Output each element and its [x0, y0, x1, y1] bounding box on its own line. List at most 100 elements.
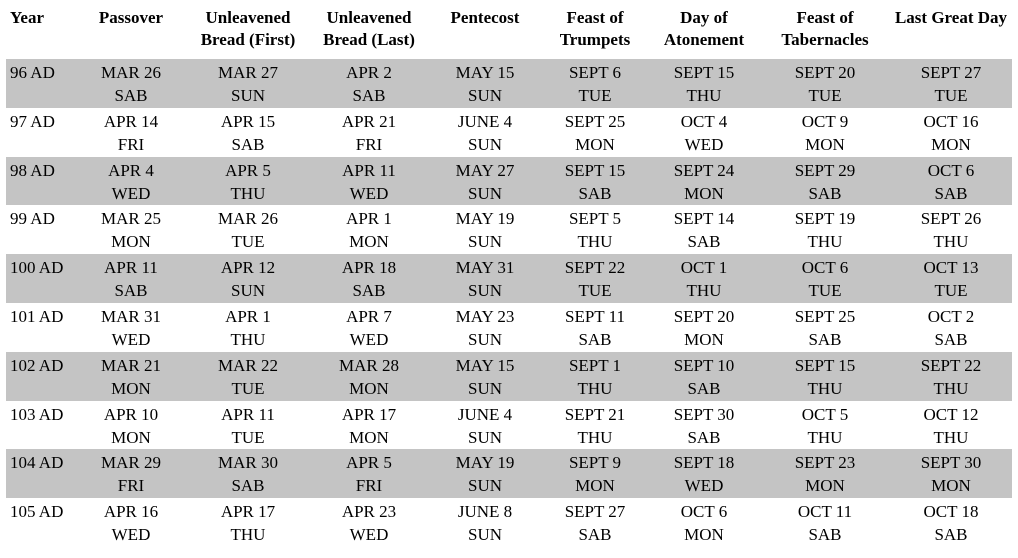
date-cell: OCT 1 THU	[648, 254, 760, 303]
table-row: 98 AD APR 4 WED APR 5 THU APR 11 WED MAY 27 SUN S…	[6, 156, 1012, 206]
date-text: APR 1	[225, 306, 271, 326]
date-cell: SEPT 10 SAB	[648, 352, 760, 401]
date-cell: JUNE 4 SUN	[428, 108, 542, 157]
holy-days-table: Year Passover Unleavened Bread (First) Unle…	[6, 0, 1012, 547]
date-text: MAY 15	[455, 355, 515, 375]
column-header: Unleavened Bread (First)	[186, 0, 310, 59]
column-header: Passover	[76, 0, 186, 59]
date-text: APR 5	[225, 160, 271, 180]
day-text: THU	[807, 427, 843, 447]
date-cell: MAR 28 MON	[310, 352, 428, 401]
table-row: 97 AD APR 14 FRI APR 15 SAB APR 21 FRI JUNE 4 SU…	[6, 108, 1012, 157]
day-text: MON	[575, 476, 615, 496]
date-cell: APR 4 WED	[76, 157, 186, 206]
day-text: SAB	[808, 329, 842, 349]
date-cell: OCT 4 WED	[648, 108, 760, 157]
date-text: SEPT 6	[568, 63, 622, 82]
date-cell: APR 1 MON	[310, 205, 428, 254]
day-text: WED	[684, 476, 724, 496]
column-header: Feast of Tabernacles	[760, 0, 890, 59]
date-cell: APR 2 SAB	[310, 59, 428, 108]
table-row: 101 AD MAR 31 WED APR 1 THU APR 7 WED MAY 23 SUN…	[6, 303, 1012, 352]
date-cell: SEPT 23 MON	[760, 449, 890, 498]
date-text: OCT 6	[801, 258, 849, 278]
date-cell: APR 21 FRI	[310, 108, 428, 157]
day-text: TUE	[808, 86, 842, 105]
date-text: SEPT 23	[794, 453, 856, 473]
date-text: SEPT 27	[920, 63, 982, 82]
day-text: TUE	[578, 86, 612, 105]
date-text: SEPT 5	[568, 209, 622, 229]
day-text: SUN	[230, 86, 265, 105]
date-cell: APR 5 FRI	[310, 449, 428, 498]
date-cell: MAR 25 MON	[76, 205, 186, 254]
year-cell: 100 AD	[10, 258, 64, 278]
date-cell: APR 17 THU	[186, 498, 310, 547]
day-text: SAB	[352, 281, 386, 301]
day-text: FRI	[117, 476, 145, 496]
date-text: SEPT 11	[565, 306, 625, 326]
day-text: THU	[230, 525, 266, 545]
date-text: OCT 16	[923, 111, 979, 131]
date-text: MAR 26	[101, 63, 161, 82]
date-text: OCT 6	[680, 502, 728, 522]
date-cell: SEPT 21 THU	[542, 401, 648, 450]
year-cell: 103 AD	[10, 404, 64, 424]
date-cell: APR 23 WED	[310, 498, 428, 547]
date-cell: SEPT 5 THU	[542, 205, 648, 254]
date-cell: APR 11 SAB	[76, 254, 186, 303]
day-text: SUN	[230, 281, 265, 301]
date-text: APR 5	[346, 453, 392, 473]
date-text: OCT 9	[801, 111, 849, 131]
day-text: FRI	[355, 134, 383, 154]
date-text: MAR 30	[218, 453, 278, 473]
date-text: SEPT 29	[794, 160, 856, 180]
day-text: SUN	[467, 378, 502, 398]
date-cell: APR 5 THU	[186, 157, 310, 206]
day-text: TUE	[231, 427, 265, 447]
header-row: Year Passover Unleavened Bread (First) Unle…	[6, 0, 1012, 59]
date-text: SEPT 15	[564, 160, 626, 180]
day-text: SUN	[467, 86, 502, 105]
table-row: 100 AD APR 11 SAB APR 12 SUN APR 18 SAB MAY 31 S…	[6, 254, 1012, 303]
day-text: THU	[577, 378, 613, 398]
day-text: MON	[931, 134, 971, 154]
day-text: SAB	[114, 281, 148, 301]
day-text: THU	[686, 86, 722, 105]
date-cell: APR 18 SAB	[310, 254, 428, 303]
day-text: SAB	[687, 378, 721, 398]
date-cell: SEPT 20 MON	[648, 303, 760, 352]
day-text: THU	[933, 378, 969, 398]
date-text: OCT 12	[923, 404, 979, 424]
date-cell: MAY 27 SUN	[428, 157, 542, 206]
day-text: SUN	[467, 476, 502, 496]
day-text: TUE	[934, 86, 968, 105]
day-text: SUN	[467, 232, 502, 252]
date-cell: MAR 31 WED	[76, 303, 186, 352]
table-row: 99 AD MAR 25 MON MAR 26 TUE APR 1 MON MAY 19 SUN…	[6, 205, 1012, 254]
day-text: THU	[686, 281, 722, 301]
day-text: FRI	[355, 476, 383, 496]
day-text: MON	[349, 378, 389, 398]
date-cell: MAY 23 SUN	[428, 303, 542, 352]
date-text: SEPT 21	[564, 404, 626, 424]
date-cell: SEPT 30 SAB	[648, 401, 760, 450]
year-cell: 96 AD	[10, 63, 55, 82]
day-text: SAB	[578, 329, 612, 349]
day-text: MON	[931, 476, 971, 496]
date-text: MAY 15	[455, 63, 515, 82]
date-cell: SEPT 9 MON	[542, 449, 648, 498]
year-cell: 97 AD	[10, 111, 55, 131]
date-cell: MAY 19 SUN	[428, 205, 542, 254]
date-cell: MAR 29 FRI	[76, 449, 186, 498]
date-text: MAY 19	[455, 453, 515, 473]
date-cell: SEPT 20 TUE	[760, 59, 890, 108]
date-cell: OCT 18 SAB	[890, 498, 1012, 547]
column-header: Last Great Day	[890, 0, 1012, 59]
date-cell: APR 17 MON	[310, 401, 428, 450]
date-cell: SEPT 19 THU	[760, 205, 890, 254]
date-cell: SEPT 29 SAB	[760, 157, 890, 206]
date-text: SEPT 24	[673, 160, 735, 180]
year-cell: 102 AD	[10, 355, 64, 375]
column-header: Day of Atonement	[648, 0, 760, 59]
